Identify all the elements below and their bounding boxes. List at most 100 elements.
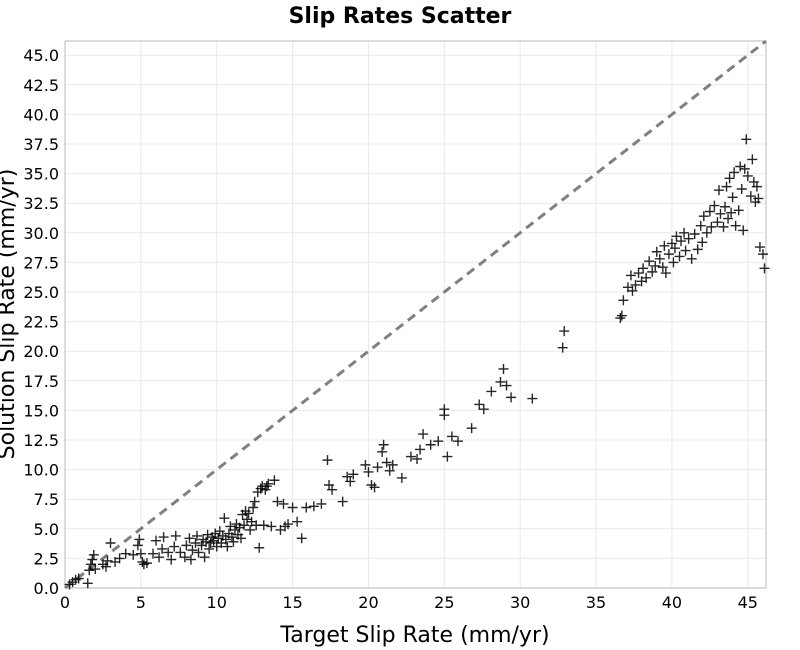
data-point-16 <box>120 548 131 559</box>
data-point-9 <box>90 564 101 575</box>
data-point-142 <box>618 295 629 306</box>
data-point-183 <box>720 201 731 212</box>
y-tick-label-4: 10.0 <box>23 461 59 480</box>
data-point-91 <box>278 498 289 509</box>
data-point-154 <box>651 246 662 257</box>
data-point-149 <box>638 263 649 274</box>
y-tick-label-14: 35.0 <box>23 165 59 184</box>
data-point-122 <box>425 439 436 450</box>
data-point-113 <box>378 439 389 450</box>
data-point-135 <box>501 380 512 391</box>
data-point-117 <box>396 472 407 483</box>
data-point-50 <box>208 535 219 546</box>
data-point-162 <box>669 243 680 254</box>
data-point-11 <box>100 561 111 572</box>
data-point-34 <box>179 552 190 563</box>
x-tick-label-4: 20 <box>358 593 378 612</box>
data-point-131 <box>478 404 489 415</box>
data-point-144 <box>625 270 636 281</box>
data-point-123 <box>433 436 444 447</box>
data-point-45 <box>201 536 212 547</box>
data-point-192 <box>735 161 746 172</box>
y-tick-label-9: 22.5 <box>23 313 59 332</box>
y-tick-label-18: 45.0 <box>23 46 59 65</box>
data-point-46 <box>202 529 213 540</box>
data-point-137 <box>527 393 538 404</box>
chart-title: Slip Rates Scatter <box>289 4 512 29</box>
x-tick-label-7: 35 <box>586 593 606 612</box>
data-point-31 <box>169 541 180 552</box>
data-point-98 <box>308 501 319 512</box>
data-point-202 <box>751 181 762 192</box>
x-axis-label: Target Slip Rate (mm/yr) <box>279 623 549 648</box>
data-point-205 <box>757 249 768 260</box>
data-point-21 <box>137 556 148 567</box>
y-tick-label-16: 40.0 <box>23 105 59 124</box>
data-point-157 <box>659 240 670 251</box>
data-point-107 <box>360 459 371 470</box>
data-point-38 <box>187 545 198 556</box>
data-point-77 <box>249 496 260 507</box>
data-point-108 <box>363 466 374 477</box>
data-point-128 <box>452 436 463 447</box>
data-point-127 <box>446 431 457 442</box>
data-point-203 <box>753 193 764 204</box>
data-point-114 <box>381 457 392 468</box>
data-point-99 <box>316 498 327 509</box>
y-tick-label-8: 20.0 <box>23 342 59 361</box>
data-point-15 <box>114 553 125 564</box>
data-point-178 <box>709 200 720 211</box>
data-point-179 <box>712 217 723 228</box>
y-tick-label-17: 42.5 <box>23 76 59 95</box>
data-point-24 <box>148 548 159 559</box>
data-point-195 <box>739 163 750 174</box>
y-tick-label-5: 12.5 <box>23 431 59 450</box>
data-point-111 <box>372 462 383 473</box>
data-point-188 <box>727 192 738 203</box>
data-point-28 <box>158 532 169 543</box>
data-point-172 <box>695 220 706 231</box>
data-point-182 <box>718 221 729 232</box>
data-point-36 <box>184 533 195 544</box>
data-point-25 <box>151 535 162 546</box>
data-point-177 <box>706 221 717 232</box>
data-point-63 <box>228 536 239 547</box>
data-point-97 <box>301 502 312 513</box>
data-point-147 <box>633 268 644 279</box>
data-point-58 <box>220 534 231 545</box>
data-point-87 <box>266 521 277 532</box>
data-point-132 <box>486 386 497 397</box>
data-point-180 <box>713 185 724 196</box>
y-tick-label-1: 2.5 <box>34 549 59 568</box>
data-point-72 <box>242 514 253 525</box>
data-point-106 <box>348 469 359 480</box>
data-point-89 <box>272 496 283 507</box>
data-point-191 <box>733 205 744 216</box>
data-point-187 <box>726 207 737 218</box>
y-tick-label-13: 32.5 <box>23 194 59 213</box>
data-point-57 <box>219 513 230 524</box>
data-point-5 <box>84 565 95 576</box>
data-point-80 <box>254 542 265 553</box>
data-point-121 <box>418 429 429 440</box>
data-point-73 <box>243 508 254 519</box>
data-point-163 <box>671 231 682 242</box>
data-point-32 <box>170 530 181 541</box>
data-point-141 <box>616 310 627 321</box>
data-point-40 <box>192 530 203 541</box>
x-tick-label-3: 15 <box>282 593 302 612</box>
y-tick-label-0: 0.0 <box>34 579 59 598</box>
data-point-35 <box>181 540 192 551</box>
data-point-199 <box>747 154 758 165</box>
data-point-150 <box>641 272 652 283</box>
data-point-67 <box>234 522 245 533</box>
x-tick-label-1: 5 <box>136 593 146 612</box>
data-point-158 <box>660 268 671 279</box>
data-point-167 <box>680 245 691 256</box>
data-point-198 <box>745 191 756 202</box>
data-point-181 <box>715 208 726 219</box>
data-point-156 <box>657 262 668 273</box>
data-point-116 <box>387 459 398 470</box>
y-axis-label: Solution Slip Rate (mm/yr) <box>0 169 20 460</box>
data-point-12 <box>102 555 113 566</box>
